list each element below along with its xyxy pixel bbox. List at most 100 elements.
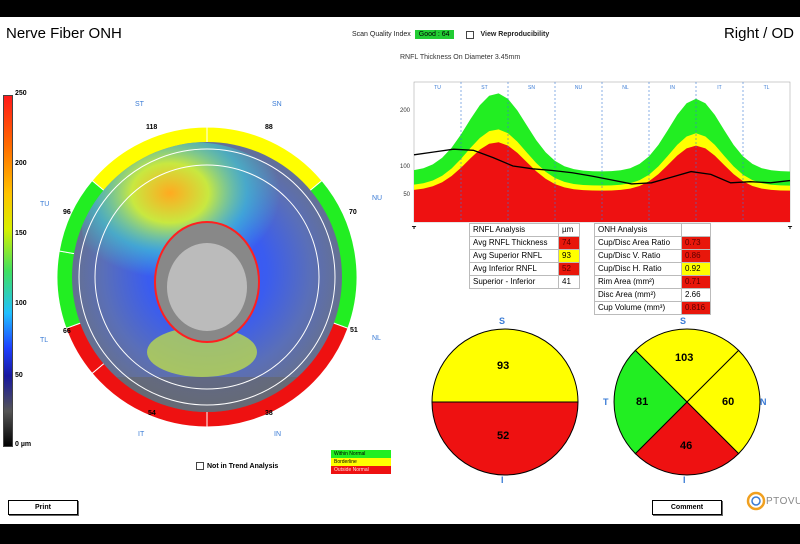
- row-value: 0.816: [681, 301, 711, 315]
- table-row: Disc Area (mm²) 2.66: [594, 288, 711, 302]
- row-label: Rim Area (mm²): [594, 275, 682, 289]
- sector-label-it: IT: [138, 431, 145, 438]
- sector-value-tl: 66: [63, 328, 71, 335]
- scan-quality-bar: Scan Quality Index Good : 64 View Reprod…: [352, 30, 549, 39]
- sector-value-nu: 70: [349, 209, 357, 216]
- row-value: 0.73: [681, 236, 711, 250]
- sector-value-st: 118: [146, 124, 158, 131]
- colorbar-tick-50: 50: [15, 372, 23, 379]
- table-row: Cup/Disc Area Ratio 0.73: [594, 236, 711, 250]
- row-value: 0.71: [681, 275, 711, 289]
- sqi-badge: Good : 64: [414, 30, 454, 39]
- sector-value-nl: 51: [350, 327, 358, 334]
- x-tick-label: T: [788, 226, 793, 229]
- quad-nasal-value: 60: [722, 396, 735, 408]
- sector-label-tl: TL: [40, 337, 49, 344]
- onh-table-unit: [681, 223, 711, 237]
- quad-superior-value: 103: [675, 352, 694, 364]
- onh-table-header: ONH Analysis: [594, 223, 682, 237]
- row-value: 41: [558, 275, 580, 289]
- sector-label-tu: TU: [40, 201, 50, 208]
- sector-value-tu: 96: [63, 209, 71, 216]
- hemi-inferior-value: 52: [497, 430, 510, 442]
- quad-inferior-value: 46: [680, 440, 693, 452]
- rnfl-table-header: RNFL Analysis: [469, 223, 559, 237]
- sector-label-st: ST: [135, 101, 144, 108]
- sector-value-it: 54: [148, 410, 156, 417]
- row-value: 2.66: [681, 288, 711, 302]
- row-value: 74: [558, 236, 580, 250]
- table-row: Avg Superior RNFL 93: [469, 249, 580, 263]
- table-row: Avg RNFL Thickness 74: [469, 236, 580, 250]
- chart-sector-label: ST: [481, 85, 487, 91]
- y-tick-label: 50: [403, 192, 410, 198]
- table-row: Rim Area (mm²) 0.71: [594, 275, 711, 289]
- table-row: Avg Inferior RNFL 52: [469, 262, 580, 276]
- profile-chart-title: RNFL Thickness On Diameter 3.45mm: [400, 54, 521, 61]
- legend-borderline: Borderline: [331, 458, 391, 466]
- row-value: 93: [558, 249, 580, 263]
- chart-sector-label: NL: [622, 85, 629, 91]
- y-tick-label: 100: [400, 164, 411, 170]
- quad-label-s: S: [680, 316, 687, 326]
- rnfl-circle-map: [56, 126, 358, 428]
- quad-label-i: I: [683, 475, 686, 485]
- colorbar-tick-200: 200: [15, 160, 27, 167]
- row-label: Disc Area (mm²): [594, 288, 682, 302]
- chart-sector-label: IN: [670, 85, 675, 91]
- chart-sector-label: NU: [575, 85, 583, 91]
- colorbar-tick-150: 150: [15, 230, 27, 237]
- row-value: 0.92: [681, 262, 711, 276]
- colorbar-tick-100: 100: [15, 300, 27, 307]
- row-label: Avg RNFL Thickness: [469, 236, 559, 250]
- row-label: Cup/Disc V. Ratio: [594, 249, 682, 263]
- onh-analysis-table: ONH Analysis Cup/Disc Area Ratio 0.73 Cup…: [594, 223, 711, 315]
- logo-ring-icon: [746, 491, 766, 511]
- sector-label-sn: SN: [272, 101, 282, 108]
- y-tick-label: 200: [400, 108, 411, 114]
- chart-sector-label: TL: [764, 85, 770, 91]
- view-reproducibility-label[interactable]: View Reproducibility: [480, 31, 550, 38]
- sector-value-in: 38: [265, 410, 273, 417]
- hemi-label-i: I: [501, 475, 504, 485]
- logo-text: PTOVUE: [766, 495, 800, 507]
- trend-label: Not in Trend Analysis: [207, 462, 279, 470]
- row-label: Cup/Disc Area Ratio: [594, 236, 682, 250]
- quad-label-t: T: [603, 397, 609, 407]
- measured-thickness-line: [413, 148, 791, 185]
- sqi-label: Scan Quality Index: [352, 31, 411, 38]
- table-row: Superior - Inferior 41: [469, 275, 580, 289]
- hemi-circle-chart: [431, 328, 579, 476]
- colorbar-tick-250: 250: [15, 90, 27, 97]
- hemi-label-s: S: [499, 316, 506, 326]
- quad-circle-chart: [613, 328, 761, 476]
- table-row: Cup/Disc V. Ratio 0.86: [594, 249, 711, 263]
- report-window: Nerve Fiber ONH Right / OD Scan Quality …: [0, 17, 800, 524]
- table-row: Cup Volume (mm³) 0.816: [594, 301, 711, 315]
- quad-label-n: N: [760, 397, 767, 407]
- report-title: Nerve Fiber ONH: [6, 25, 122, 42]
- eye-label: Right / OD: [723, 25, 794, 42]
- chart-sector-label: TU: [434, 85, 441, 91]
- row-value: 52: [558, 262, 580, 276]
- comment-button[interactable]: Comment: [652, 500, 722, 515]
- x-tick-label: T: [412, 226, 417, 229]
- print-button[interactable]: Print: [8, 500, 78, 515]
- rnfl-analysis-table: RNFL Analysis µm Avg RNFL Thickness 74 Avg…: [469, 223, 580, 289]
- row-label: Avg Superior RNFL: [469, 249, 559, 263]
- sector-label-in: IN: [274, 431, 281, 438]
- trend-checkbox[interactable]: [196, 462, 204, 470]
- normative-legend: Within Normal Borderline Outside Normal: [331, 450, 391, 474]
- thickness-colorbar: [3, 95, 13, 447]
- hemi-superior-value: 93: [497, 360, 510, 372]
- sector-label-nu: NU: [372, 195, 383, 202]
- legend-outside-normal: Outside Normal: [331, 466, 391, 474]
- quad-temporal-value: 81: [636, 396, 649, 408]
- row-label: Cup Volume (mm³): [594, 301, 682, 315]
- sector-label-nl: NL: [372, 335, 381, 342]
- colorbar-tick-0: 0 µm: [15, 441, 32, 448]
- table-row: Cup/Disc H. Ratio 0.92: [594, 262, 711, 276]
- row-value: 0.86: [681, 249, 711, 263]
- trend-analysis-toggle[interactable]: Not in Trend Analysis: [196, 462, 278, 470]
- view-reproducibility-checkbox[interactable]: [465, 30, 474, 39]
